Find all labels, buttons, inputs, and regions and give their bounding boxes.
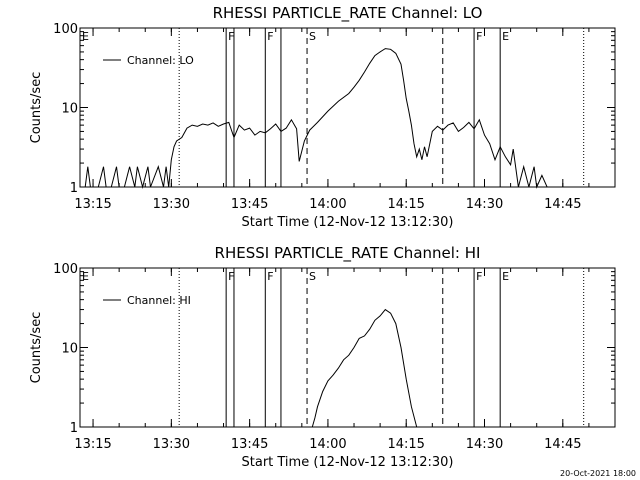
x-tick-label: 13:45 xyxy=(231,437,268,452)
x-tick-label: 13:30 xyxy=(153,437,190,452)
x-tick-label: 14:00 xyxy=(309,437,346,452)
x-tick-label: 14:15 xyxy=(387,197,424,212)
corner-label: E xyxy=(82,30,89,43)
event-marker-label: F xyxy=(228,270,234,283)
legend-label: Channel: LO xyxy=(127,54,194,67)
x-tick-label: 14:30 xyxy=(466,437,503,452)
event-marker-label: S xyxy=(309,270,316,283)
y-tick-label: 1 xyxy=(70,421,78,436)
chart-panel: RHESSI PARTICLE_RATE Channel: HI 1 10 100 13… xyxy=(29,244,616,470)
event-marker-label: E xyxy=(502,270,509,283)
y-axis-label: Counts/sec xyxy=(29,312,44,384)
chart-title: RHESSI PARTICLE_RATE Channel: HI xyxy=(215,244,481,263)
x-axis-label: Start Time (12-Nov-12 13:12:30) xyxy=(242,455,454,470)
event-marker-label: F xyxy=(476,270,482,283)
footer-date: 20-Oct-2021 18:00 xyxy=(560,469,636,478)
x-tick-label: 13:45 xyxy=(231,197,268,212)
chart-title: RHESSI PARTICLE_RATE Channel: LO xyxy=(213,4,483,23)
chart-panels: RHESSI PARTICLE_RATE Channel: LO 1 10 100 13… xyxy=(29,4,616,470)
event-marker-label: F xyxy=(267,270,273,283)
chart-panel: RHESSI PARTICLE_RATE Channel: LO 1 10 100 13… xyxy=(29,4,616,230)
x-tick-label: 13:15 xyxy=(74,437,111,452)
y-tick-label: 10 xyxy=(61,342,78,357)
x-tick-label: 14:15 xyxy=(387,437,424,452)
corner-label: E xyxy=(82,270,89,283)
event-marker-label: F xyxy=(228,30,234,43)
event-marker-label: F xyxy=(476,30,482,43)
x-axis-label: Start Time (12-Nov-12 13:12:30) xyxy=(242,215,454,230)
event-marker-label: S xyxy=(309,30,316,43)
y-tick-label: 10 xyxy=(61,102,78,117)
series-line xyxy=(80,48,553,189)
x-tick-label: 14:30 xyxy=(466,197,503,212)
legend-label: Channel: HI xyxy=(127,294,191,307)
x-tick-label: 13:15 xyxy=(74,197,111,212)
y-axis-label: Counts/sec xyxy=(29,72,44,144)
y-tick-label: 1 xyxy=(70,181,78,196)
x-tick-label: 14:00 xyxy=(309,197,346,212)
event-marker-label: F xyxy=(267,30,273,43)
y-tick-label: 100 xyxy=(53,262,78,277)
series-line xyxy=(311,308,418,428)
event-marker-label: E xyxy=(502,30,509,43)
x-tick-label: 14:45 xyxy=(544,437,581,452)
x-tick-label: 13:30 xyxy=(153,197,190,212)
x-tick-label: 14:45 xyxy=(544,197,581,212)
y-tick-label: 100 xyxy=(53,22,78,37)
